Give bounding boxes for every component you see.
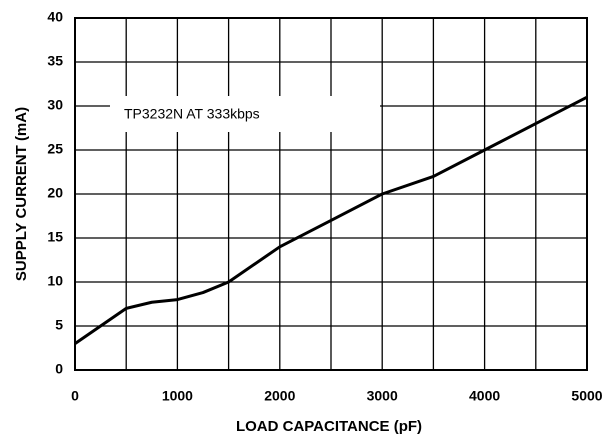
x-tick-label: 3000 bbox=[367, 388, 398, 404]
x-tick-label: 1000 bbox=[162, 388, 193, 404]
x-tick-label: 0 bbox=[71, 388, 79, 404]
annotation-box bbox=[110, 96, 380, 132]
y-tick-label: 40 bbox=[47, 9, 63, 25]
y-tick-label: 30 bbox=[47, 97, 63, 113]
y-tick-label: 15 bbox=[47, 229, 63, 245]
y-tick-label: 5 bbox=[55, 317, 63, 333]
y-tick-label: 25 bbox=[47, 141, 63, 157]
x-tick-label: 4000 bbox=[469, 388, 500, 404]
y-tick-label: 35 bbox=[47, 53, 63, 69]
y-tick-label: 0 bbox=[55, 361, 63, 377]
y-tick-label: 20 bbox=[47, 185, 63, 201]
x-tick-label: 2000 bbox=[264, 388, 295, 404]
y-tick-label: 10 bbox=[47, 273, 63, 289]
x-tick-label: 5000 bbox=[571, 388, 602, 404]
annotation: TP3232N AT 333kbps bbox=[124, 106, 260, 122]
data-line bbox=[74, 95, 588, 345]
plot-frame bbox=[74, 17, 588, 371]
x-axis-label: LOAD CAPACITANCE (pF) bbox=[236, 418, 422, 435]
y-axis-label: SUPPLY CURRENT (mA) bbox=[13, 107, 30, 281]
